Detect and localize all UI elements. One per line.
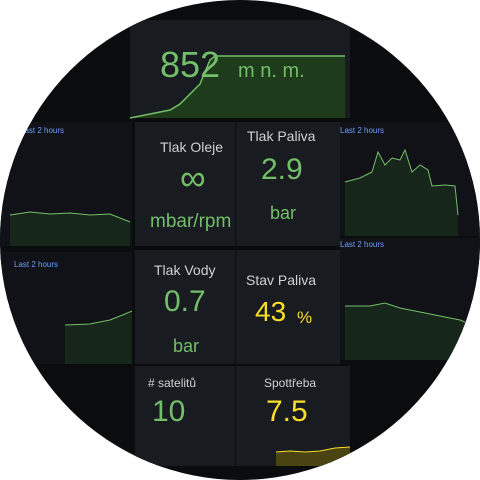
stat-unit: bar [270,203,297,223]
stat-value: 2.9 [261,153,303,186]
stat-label: Stav Paliva [246,272,317,288]
time-range: Last 2 hours [340,126,385,135]
stat-unit: bar [173,336,200,356]
stat-value: 43 [255,296,287,327]
stat-value: ∞ [180,157,206,198]
line [275,446,351,453]
area [65,311,132,364]
stat-label: # satelitů [148,376,197,390]
stat-label: Tlak Paliva [247,128,316,144]
line [64,310,133,326]
stat-value: 7.5 [266,395,308,428]
line [129,55,345,119]
stat-panel [236,122,340,246]
stat-label: Tlak Oleje [160,139,224,155]
stat-panel [135,122,235,246]
area [130,56,345,118]
line [345,302,466,323]
area [10,212,130,246]
area [276,447,350,466]
time-range: Last 2 hours [20,126,65,135]
stat-unit: % [297,308,313,327]
area [345,150,458,236]
stat-unit: m n. m. [238,60,305,82]
stat-unit: mbar/rpm [150,211,232,232]
stat-panel [135,250,235,364]
line [9,211,131,223]
time-range: Last 2 hours [14,260,59,269]
stat-value: 10 [152,395,186,428]
stat-label: Spottřeba [264,376,317,390]
time-range: Last 2 hours [340,240,385,249]
stat-value: 0.7 [164,285,206,318]
line [344,148,459,216]
area [345,303,465,360]
stat-label: Tlak Vody [154,262,216,278]
stat-panel [236,250,340,364]
stat-value: 852 [160,44,221,85]
stat-panel [135,366,235,466]
